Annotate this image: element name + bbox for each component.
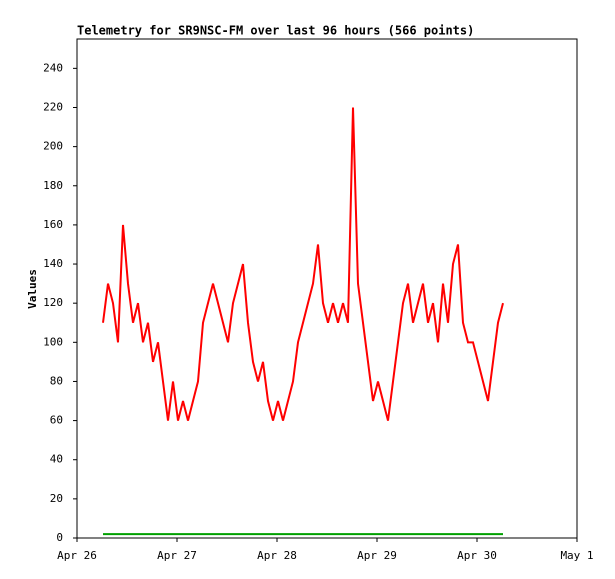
y-tick-label: 20	[50, 492, 63, 505]
y-tick-label: 80	[50, 374, 63, 387]
y-tick-label: 160	[43, 218, 63, 231]
x-tick-label: Apr 27	[157, 549, 197, 562]
y-tick-label: 60	[50, 414, 63, 427]
y-tick-label: 40	[50, 453, 63, 466]
y-tick-label: 240	[43, 61, 63, 74]
x-tick-label: Apr 26	[57, 549, 97, 562]
y-tick-label: 200	[43, 140, 63, 153]
y-tick-label: 180	[43, 179, 63, 192]
plot-frame	[76, 38, 578, 539]
y-tick-label: 100	[43, 335, 63, 348]
y-axis-label: Values	[26, 269, 39, 309]
x-tick-label: May 1	[560, 549, 593, 562]
y-tick-label: 0	[56, 531, 63, 544]
y-tick-label: 220	[43, 100, 63, 113]
x-tick-label: Apr 28	[257, 549, 297, 562]
chart-title: Telemetry for SR9NSC-FM over last 96 hou…	[77, 24, 474, 38]
x-tick-label: Apr 29	[357, 549, 397, 562]
x-tick-label: Apr 30	[457, 549, 497, 562]
series-line	[102, 107, 504, 421]
y-tick-label: 140	[43, 257, 63, 270]
y-tick-label: 120	[43, 296, 63, 309]
